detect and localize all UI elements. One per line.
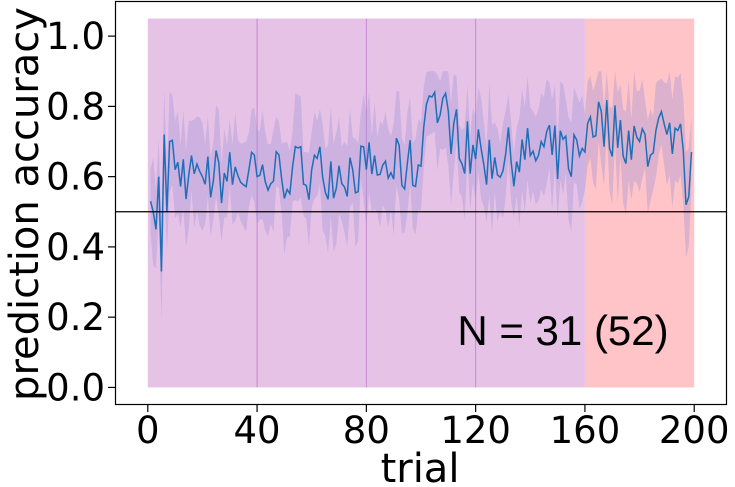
y-axis-ticks: 0.0 0.2 0.4 0.6 0.8 1.0 (46, 15, 115, 409)
y-tick-label: 0.8 (46, 85, 105, 128)
x-tick-label: 40 (234, 409, 281, 452)
plot-frame (114, 0, 728, 406)
sample-size-annotation: N = 31 (52) (457, 307, 668, 354)
y-tick-label: 0.2 (46, 296, 105, 339)
x-tick-label: 80 (343, 409, 390, 452)
x-tick-label: 200 (659, 409, 730, 452)
x-axis-label: trial (381, 446, 460, 487)
y-tick-label: 0.6 (46, 156, 105, 199)
y-tick-label: 0.4 (46, 226, 105, 269)
x-tick-label: 0 (136, 409, 160, 452)
accuracy-series-line (149, 89, 693, 272)
x-tick-label: 120 (440, 409, 511, 452)
trial-blocks (147, 18, 695, 388)
x-axis-ticks: 0 40 80 120 160 200 (136, 405, 730, 452)
accuracy-confidence-band (150, 71, 692, 322)
block-2 (584, 18, 695, 388)
x-tick-label: 160 (550, 409, 621, 452)
confidence-band-area (150, 71, 692, 322)
y-tick-label: 1.0 (46, 15, 105, 58)
y-axis-label: prediction accuracy (2, 7, 48, 401)
y-tick-label: 0.0 (46, 366, 105, 409)
accuracy-line (149, 89, 693, 272)
